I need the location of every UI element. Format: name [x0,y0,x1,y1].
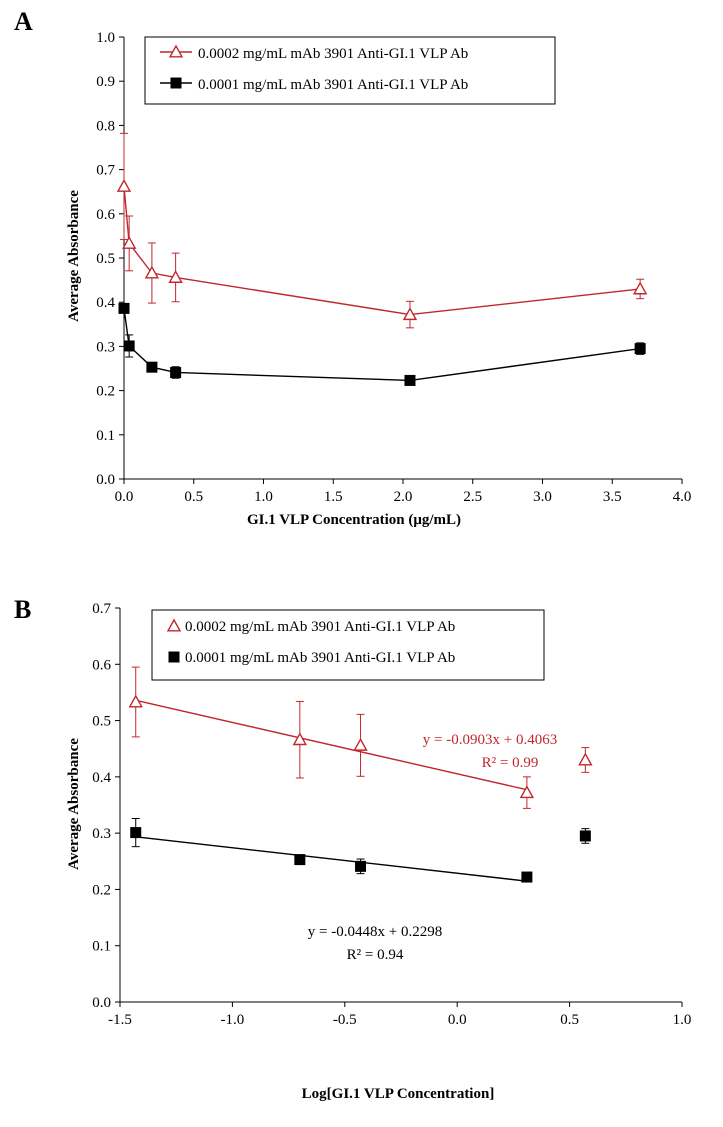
panel-b-series-1-point [519,785,535,799]
panel-b-series-2-point [294,854,306,866]
panel-b-label: B [14,595,31,624]
panel-b-trend-equation-1: y = -0.0903x + 0.4063 [423,732,557,748]
panel-a-y-tick-label: 0.5 [96,251,115,267]
panel-b-legend: 0.0002 mg/mL mAb 3901 Anti-GI.1 VLP Ab 0… [151,609,545,681]
panel-a-series-1-point [168,270,183,283]
panel-b-x-tick-label: -0.5 [333,1012,357,1028]
panel-b-legend-marker-2 [168,651,180,663]
panel-b-series-2-point [355,860,367,872]
panel-b-y-tick-label: 0.2 [92,882,111,898]
panel-b-axes: 0.00.10.20.30.40.50.60.7-1.5 -1.0 -0.5 0.0 0… [92,601,691,1028]
panel-b-trend-r2-1: R² = 0.99 [482,755,539,771]
panel-a-legend-box [144,36,556,105]
panel-b-series-1-point [353,737,368,751]
panel-a-series-1-point [632,281,648,295]
panel-a-series-1-line [123,186,641,316]
panel-a-series-1-point [402,307,418,321]
panel-a-series-1-point [116,178,132,192]
panel-a-series-2-point [123,340,135,352]
panel-a-axes: 0.0 0.1 0.2 0.3 0.4 0.5 0.6 0.7 0.8 0.9 1.0 0.0 0.5 1… [96,30,691,505]
panel-b-x-tick-label: 1.0 [673,1012,692,1028]
panel-b-series-1-point [578,752,593,766]
panel-a-x-axis-title: GI.1 VLP Concentration (μg/mL) [247,512,461,528]
panel-a-x-tick-label: 4.0 [673,489,692,505]
panel-a-y-axis-title: Average Absorbance [66,190,82,322]
panel-b-trend-r2-2: R² = 0.94 [347,947,404,963]
panel-a: A Average Absorbance GI.1 VLP Concentrat… [14,7,691,528]
panel-a-series-2-point [118,302,130,314]
panel-a-y-tick-label: 0.0 [96,472,115,488]
panel-a-legend: 0.0002 mg/mL mAb 3901 Anti-GI.1 VLP Ab 0… [144,36,556,105]
panel-b-legend-label-2: 0.0001 mg/mL mAb 3901 Anti-GI.1 VLP Ab [185,650,455,666]
panel-a-series-2-point [634,343,646,355]
panel-a-y-tick-label: 0.3 [96,339,115,355]
panel-a-y-tick-label: 0.4 [96,295,115,311]
panel-a-y-tick-label: 0.6 [96,207,115,223]
panel-a-y-tick-label: 0.2 [96,384,115,400]
panel-b-legend-marker-1 [166,618,182,632]
panel-a-label: A [14,7,33,36]
panel-a-x-tick-label: 0.5 [184,489,203,505]
panel-b-y-tick-label: 0.4 [92,770,111,786]
panel-b-y-tick-label: 0.3 [92,826,111,842]
panel-b-series-1-point [128,694,143,708]
panel-b-x-tick-label: 0.0 [448,1012,467,1028]
panel-a-legend-label-2: 0.0001 mg/mL mAb 3901 Anti-GI.1 VLP Ab [198,77,468,93]
panel-b-series-1 [128,666,593,809]
panel-a-x-tick-label: 0.0 [115,489,134,505]
panel-a-x-tick-label: 2.5 [463,489,482,505]
panel-b-series-2 [130,818,591,883]
panel-a-series-2-point [146,361,158,373]
panel-a-series-2-line [123,308,641,382]
panel-a-x-tick-label: 3.5 [603,489,622,505]
panel-a-x-tick-label: 3.0 [533,489,552,505]
panel-b-y-tick-label: 0.7 [92,601,111,617]
panel-b-y-tick-label: 0.1 [92,939,111,955]
panel-b-series-2-point [521,871,533,883]
panel-a-legend-marker-2 [170,77,182,89]
panel-b-series-2-trendline [135,836,527,882]
panel-b-y-tick-label: 0.5 [92,714,111,730]
panel-b-series-2-point [130,827,142,839]
panel-b-legend-box [151,609,545,681]
panel-a-x-tick-label: 1.0 [254,489,273,505]
panel-a-series-1 [116,132,648,329]
panel-a-x-tick-label: 2.0 [394,489,413,505]
panel-b-series-2-point [579,830,591,842]
panel-b-trend-equation-2: y = -0.0448x + 0.2298 [308,924,442,940]
panel-b-series-1-point [292,732,308,746]
panel-a-y-tick-label: 0.1 [96,428,115,444]
panel-a-legend-marker-1 [168,44,184,58]
panel-a-y-tick-label: 0.8 [96,118,115,134]
panel-a-y-tick-label: 0.7 [96,163,115,179]
panel-a-y-tick-label: 1.0 [96,30,115,46]
panel-b-y-axis-title: Average Absorbance [66,738,82,870]
panel-a-legend-label-1: 0.0002 mg/mL mAb 3901 Anti-GI.1 VLP Ab [198,46,468,62]
panel-a-series-2-point [404,374,416,386]
panel-a-y-tick-label: 0.9 [96,74,115,90]
panel-a-series-1-point [144,265,160,279]
panel-a-series-2 [118,302,646,386]
panel-a-series-2-point [170,366,182,378]
panel-b-series [128,666,593,883]
panel-a-series [116,132,648,386]
panel-a-x-tick-label: 1.5 [324,489,343,505]
panel-a-series-1-point [121,235,137,249]
panel-b-y-tick-label: 0.6 [92,657,111,673]
panel-b-legend-label-1: 0.0002 mg/mL mAb 3901 Anti-GI.1 VLP Ab [185,619,455,635]
panel-b-x-tick-label: -1.5 [108,1012,132,1028]
panel-b-x-tick-label: 0.5 [560,1012,579,1028]
panel-b-y-tick-label: 0.0 [92,995,111,1011]
panel-b-x-axis-title: Log[GI.1 VLP Concentration] [302,1086,495,1102]
panel-b: B Average Absorbance Log[GI.1 VLP Concen… [14,595,691,1102]
panel-b-series-1-trendline [135,699,528,791]
panel-b-x-tick-label: -1.0 [221,1012,245,1028]
